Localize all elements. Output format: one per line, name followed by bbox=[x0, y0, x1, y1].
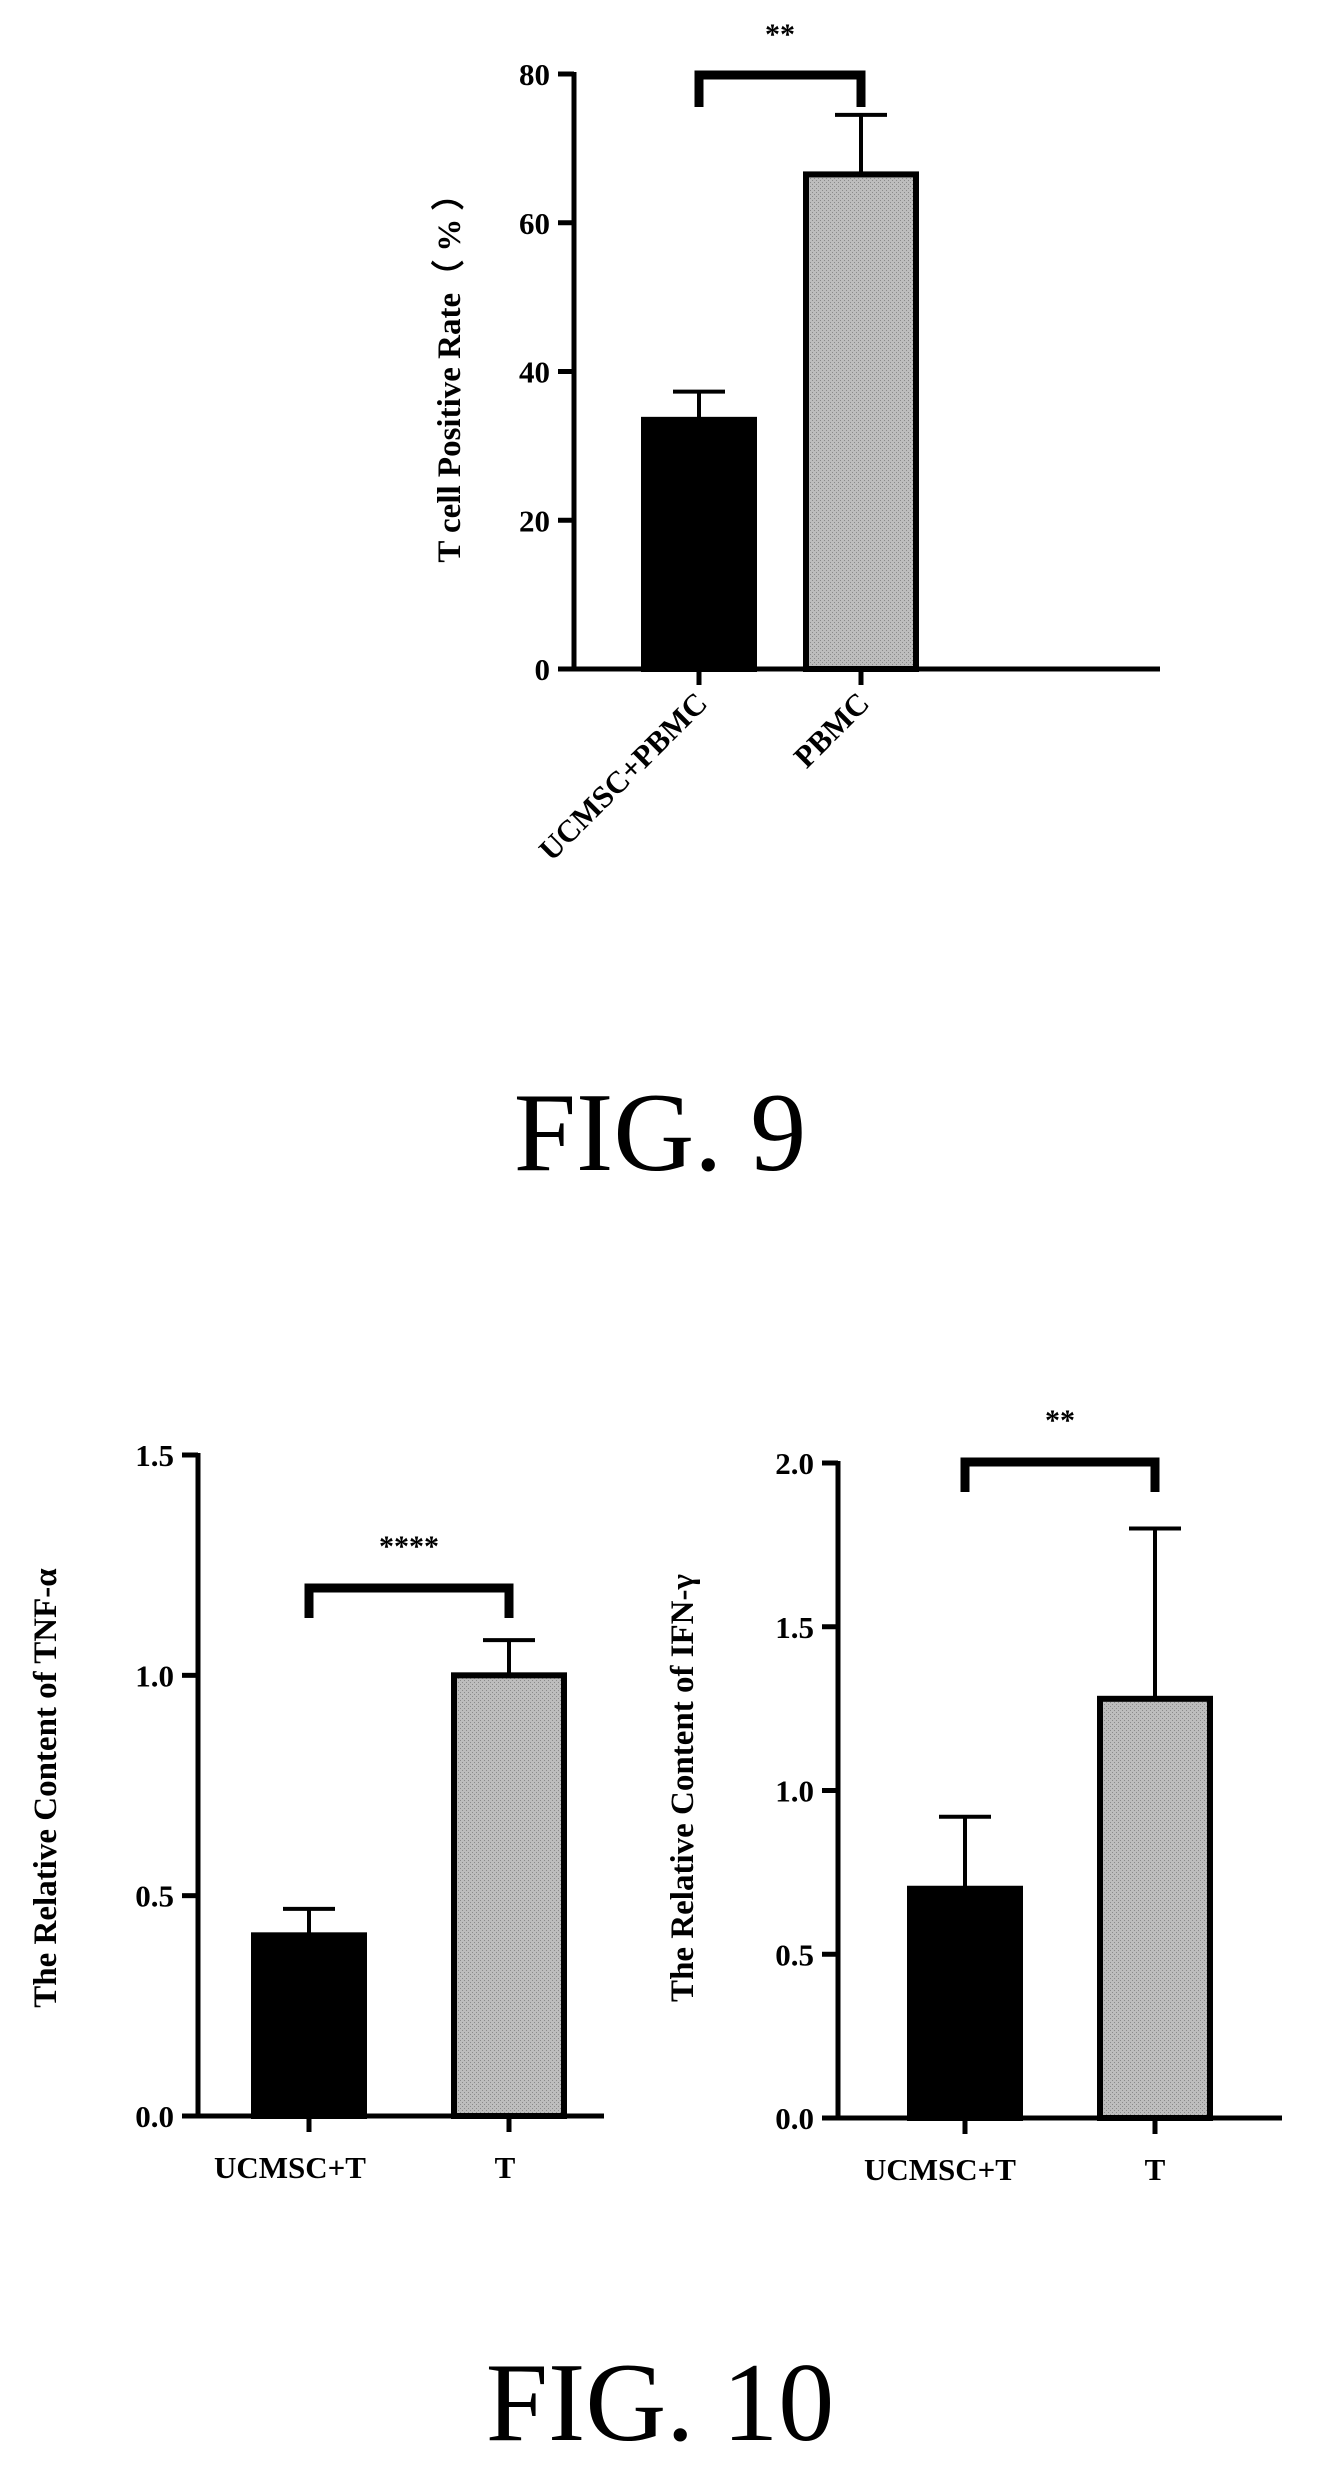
significance-bracket bbox=[694, 70, 866, 107]
y-tick-label: 60 bbox=[519, 206, 550, 241]
y-tick-label: 1.0 bbox=[775, 1774, 814, 1809]
chart-3: 0.0 0.5 1.0 1.5 2.0 UCMSC+T T The Relative Cont… bbox=[665, 1404, 1282, 2187]
y-tick-label: 1.5 bbox=[135, 1438, 174, 1473]
y-axis-label: The Relative Content of TNF-α bbox=[28, 1568, 64, 2008]
significance-label: ** bbox=[1045, 1404, 1075, 1437]
y-tick-label: 1.5 bbox=[775, 1610, 814, 1645]
significance-bracket bbox=[304, 1583, 514, 1618]
category-label: UCMSC+T bbox=[214, 2150, 366, 2185]
chart-1: 0 20 40 60 80 UCMSC+PBMC PBMC T cell Positive R… bbox=[431, 18, 1160, 867]
category-label: UCMSC+T bbox=[864, 2152, 1016, 2187]
y-tick-label: 0.5 bbox=[775, 1937, 814, 1972]
bar-UCMSC+PBMC bbox=[641, 416, 757, 672]
category-label: UCMSC+PBMC bbox=[532, 685, 714, 867]
bar-T bbox=[451, 1672, 567, 2120]
category-label: T bbox=[1145, 2152, 1166, 2187]
y-tick-label: 1.0 bbox=[135, 1658, 174, 1693]
fig10-label: FIG. 10 bbox=[486, 2341, 834, 2465]
y-tick-label: 0 bbox=[535, 652, 551, 687]
significance-label: **** bbox=[379, 1530, 439, 1563]
y-tick-label: 40 bbox=[519, 355, 550, 390]
fig9-label: FIG. 9 bbox=[514, 1071, 806, 1195]
y-tick-label: 2.0 bbox=[775, 1446, 814, 1481]
significance-label: ** bbox=[765, 18, 795, 51]
category-label: PBMC bbox=[787, 685, 876, 774]
y-tick-label: 80 bbox=[519, 57, 550, 92]
y-tick-label: 0.0 bbox=[135, 2099, 174, 2134]
bar-PBMC bbox=[803, 171, 919, 672]
category-label: T bbox=[495, 2150, 516, 2185]
y-axis-label: T cell Positive Rate（ % ） bbox=[431, 177, 468, 562]
chart-2: 0.0 0.5 1.0 1.5 UCMSC+T T The Relative Content… bbox=[28, 1438, 604, 2185]
significance-bracket bbox=[960, 1457, 1160, 1492]
y-tick-label: 0.0 bbox=[775, 2101, 814, 2136]
bar-UCMSC+T bbox=[251, 1932, 367, 2119]
bar-UCMSC+T bbox=[907, 1885, 1023, 2121]
y-axis-label: The Relative Content of IFN-γ bbox=[665, 1574, 701, 2002]
y-tick-label: 0.5 bbox=[135, 1879, 174, 1914]
bar-T bbox=[1097, 1695, 1213, 2122]
y-tick-label: 20 bbox=[519, 503, 550, 538]
